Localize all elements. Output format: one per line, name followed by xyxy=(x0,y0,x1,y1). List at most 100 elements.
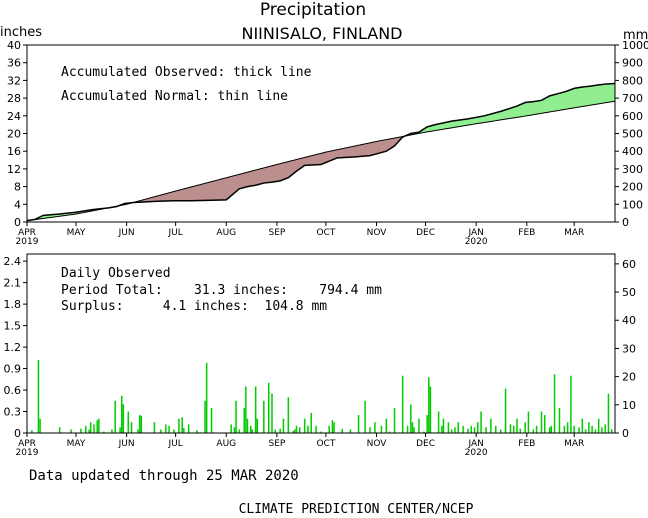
annotation-period-total: Period Total: 31.3 inches: 794.4 mm xyxy=(61,283,382,298)
daily-precip-bar xyxy=(578,427,580,433)
daily-precip-bar xyxy=(246,418,249,433)
year-label: 2019 xyxy=(16,237,39,247)
left-tick-label: 28 xyxy=(7,92,21,105)
month-tick-label: FEB xyxy=(518,439,535,449)
daily-precip-bar xyxy=(540,411,543,433)
left-tick-label: 2.1 xyxy=(4,277,22,290)
daily-precip-bar xyxy=(153,422,156,433)
month-tick-label: JUN xyxy=(118,439,135,449)
left-tick-label: 2.4 xyxy=(4,255,22,268)
daily-precip-bar xyxy=(581,418,584,433)
daily-precip-bar xyxy=(70,429,72,433)
left-tick-label: 20 xyxy=(7,128,21,141)
daily-precip-bar xyxy=(230,424,232,433)
daily-precip-bar xyxy=(480,411,482,433)
daily-precip-bar xyxy=(410,404,412,433)
month-tick-label: OCT xyxy=(316,439,335,449)
daily-precip-bar xyxy=(303,418,306,433)
daily-precip-bar xyxy=(310,412,312,433)
left-tick-label: 12 xyxy=(7,163,21,176)
daily-precip-bar xyxy=(441,425,443,433)
daily-precip-bar xyxy=(437,411,440,433)
right-tick-label: 700 xyxy=(622,92,643,105)
daily-precip-bar xyxy=(406,425,409,433)
daily-precip-bar xyxy=(553,374,556,433)
daily-precip-bar xyxy=(263,400,265,433)
annotation-normal: Accumulated Normal: thin line xyxy=(61,89,288,104)
right-tick-label: 500 xyxy=(622,128,643,141)
month-tick-label: DEC xyxy=(416,439,435,449)
daily-precip-bar xyxy=(93,424,95,433)
daily-precip-bar xyxy=(418,418,420,433)
deficit-area xyxy=(133,135,406,203)
daily-precip-bar xyxy=(250,425,252,433)
daily-plot-frame xyxy=(26,253,616,434)
left-tick-label: 36 xyxy=(7,57,21,70)
daily-precip-bar xyxy=(535,425,538,433)
daily-precip-bar xyxy=(462,425,464,433)
daily-precip-bar xyxy=(604,424,606,433)
daily-precip-bar xyxy=(39,418,41,433)
daily-precip-bar xyxy=(205,362,208,433)
daily-precip-bar xyxy=(454,427,456,433)
daily-precip-bar xyxy=(393,407,396,433)
daily-precip-bar xyxy=(119,427,121,433)
accumulated-axis-ticks: 0481216202428323640010020030040050060070… xyxy=(7,39,648,247)
right-tick-label: 800 xyxy=(622,74,643,87)
daily-precip-bar xyxy=(563,425,566,433)
daily-precip-bar xyxy=(204,400,206,433)
daily-precip-bar xyxy=(333,422,335,433)
daily-precip-bar xyxy=(601,427,603,433)
right-tick-label: 0 xyxy=(622,427,629,440)
right-tick-label: 30 xyxy=(622,342,636,355)
daily-precip-bar xyxy=(173,429,175,433)
daily-precip-bar xyxy=(341,428,343,433)
daily-precip-bar xyxy=(111,429,113,433)
right-tick-label: 0 xyxy=(622,216,629,229)
daily-precip-bar xyxy=(114,400,116,433)
month-tick-label: JAN xyxy=(467,439,483,449)
daily-precip-bar xyxy=(550,425,553,433)
daily-precip-bar xyxy=(594,429,597,433)
daily-precip-bar xyxy=(584,429,587,433)
daily-precip-bar xyxy=(428,377,430,433)
left-tick-label: 40 xyxy=(7,39,21,52)
month-tick-label: JUL xyxy=(168,439,183,449)
month-tick-label: NOV xyxy=(367,228,388,238)
daily-precip-bar xyxy=(160,429,162,433)
daily-precip-bar xyxy=(607,393,610,433)
left-axis-unit: inches xyxy=(0,25,42,40)
month-tick-label: MAR xyxy=(564,439,584,449)
month-tick-label: JAN xyxy=(467,228,483,238)
daily-precip-bar xyxy=(331,420,334,433)
daily-precip-bar xyxy=(256,418,259,433)
daily-precip-bar xyxy=(292,430,294,433)
month-tick-label: MAY xyxy=(67,228,86,238)
accumulated-fill-layer xyxy=(27,83,615,221)
daily-precip-bar xyxy=(196,430,198,433)
left-tick-label: 32 xyxy=(7,74,21,87)
daily-precip-bar xyxy=(320,431,322,433)
daily-precip-bar xyxy=(467,428,469,433)
daily-precip-bar xyxy=(85,425,87,433)
right-tick-label: 100 xyxy=(622,198,643,211)
daily-precip-bar xyxy=(120,395,123,433)
right-tick-label: 200 xyxy=(622,181,643,194)
daily-precip-bar xyxy=(267,382,270,433)
right-tick-label: 1000 xyxy=(622,39,648,52)
daily-bar-layer xyxy=(31,359,613,433)
accumulated-normal-line xyxy=(26,100,616,222)
daily-precip-bar xyxy=(447,422,450,433)
daily-precip-bar xyxy=(450,429,453,433)
year-label: 2020 xyxy=(465,448,488,458)
daily-axis-ticks: 0 0.3 0.6 0.9 1.2 1.5 1.8 2.1 2.4 0 10 20 30 40 50 60 AP… xyxy=(4,255,637,458)
month-tick-label: APR xyxy=(18,439,36,449)
daily-precip-bar xyxy=(165,424,167,433)
daily-precip-bar xyxy=(233,427,236,433)
daily-precip-bar xyxy=(251,429,254,433)
daily-precip-bar xyxy=(357,415,360,433)
daily-precip-bar xyxy=(130,422,133,433)
left-tick-label: 1.2 xyxy=(4,341,22,354)
left-tick-label: 4 xyxy=(14,198,21,211)
